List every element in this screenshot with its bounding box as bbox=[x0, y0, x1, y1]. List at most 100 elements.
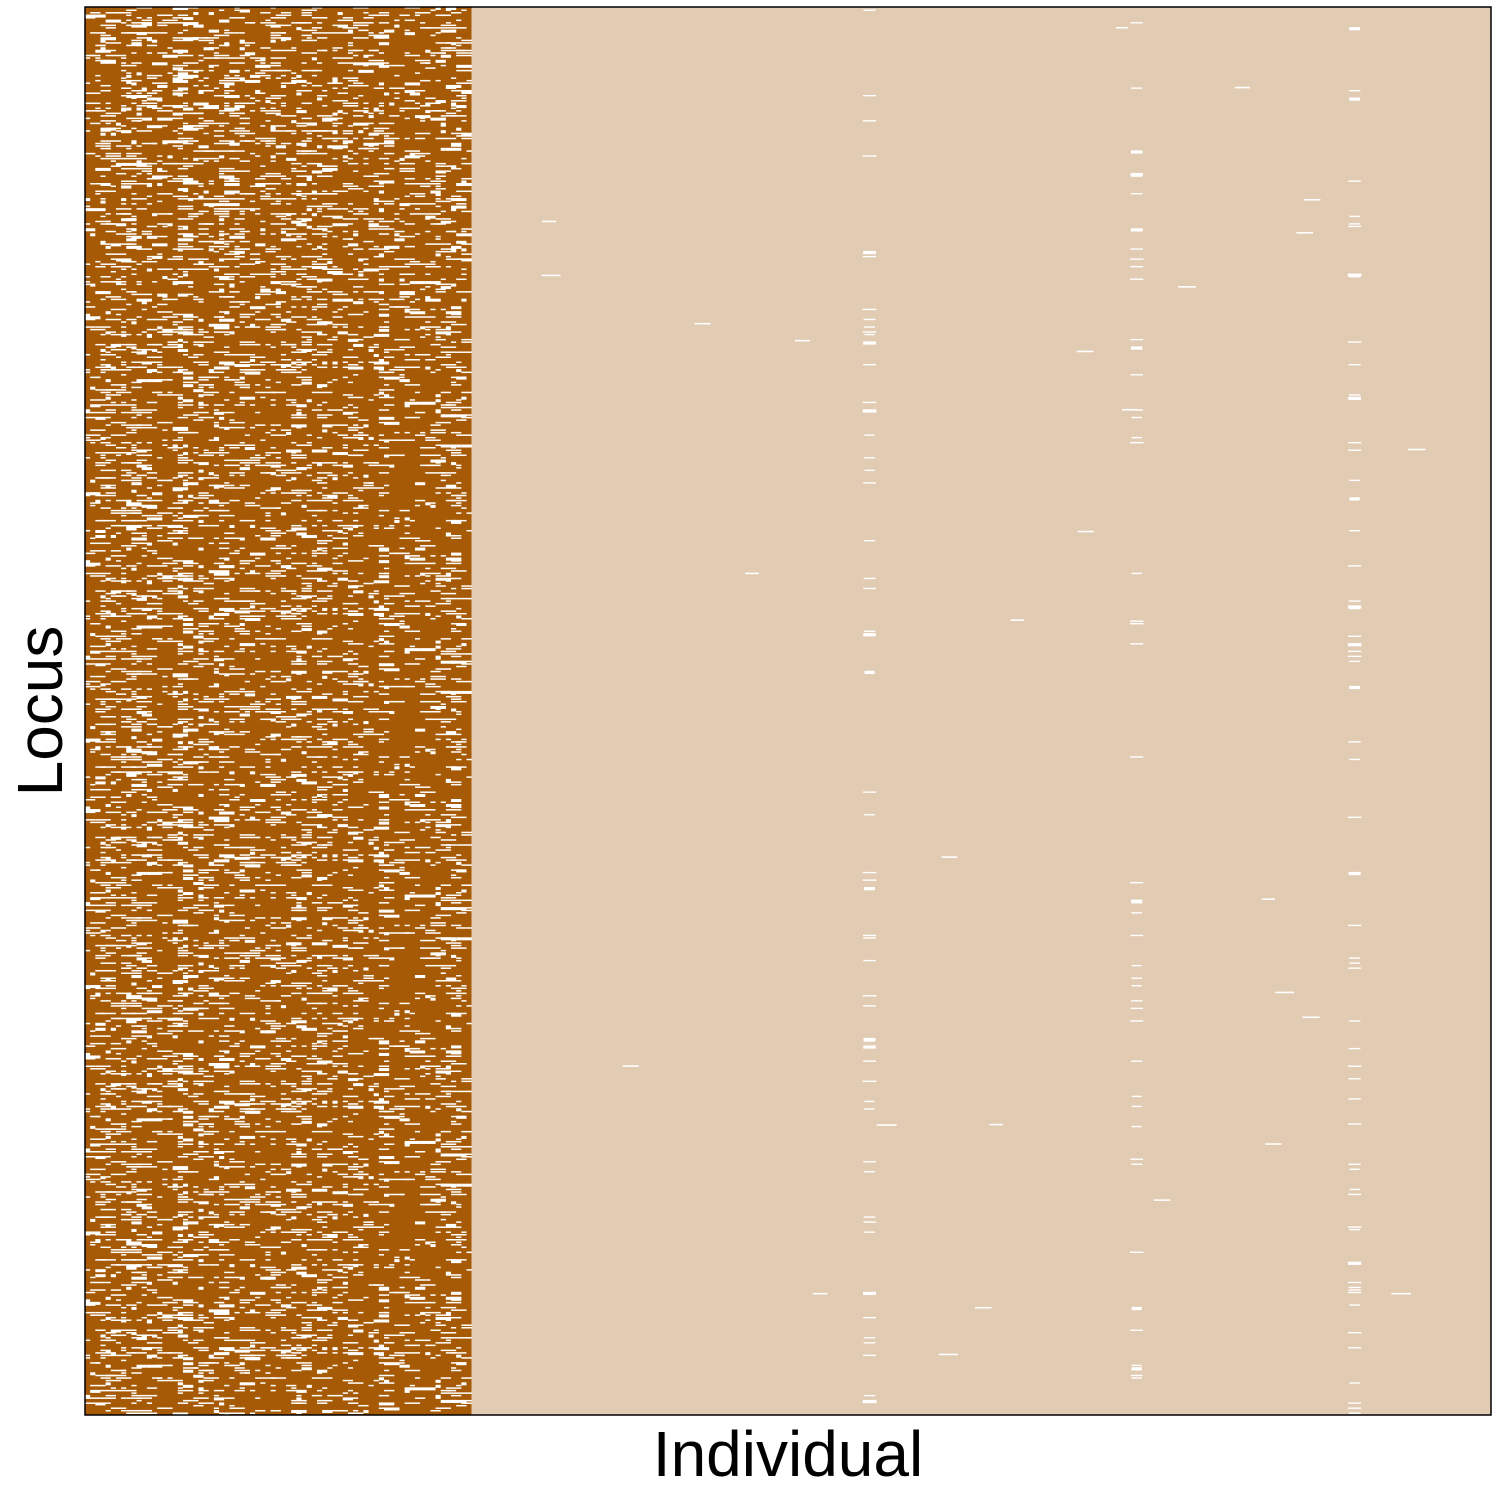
missing-cell bbox=[249, 193, 256, 195]
missing-cell bbox=[296, 361, 302, 364]
missing-cell bbox=[182, 228, 189, 230]
missing-cell bbox=[193, 84, 199, 87]
missing-cell bbox=[141, 32, 158, 34]
missing-cell bbox=[198, 492, 209, 494]
missing-cell bbox=[296, 190, 302, 193]
missing-cell bbox=[296, 595, 302, 597]
missing-cell bbox=[208, 771, 220, 773]
missing-cell bbox=[265, 145, 271, 147]
missing-cell bbox=[265, 947, 271, 949]
missing-cell bbox=[198, 386, 204, 389]
missing-cell bbox=[358, 929, 364, 933]
missing-cell bbox=[182, 122, 189, 125]
missing-cell bbox=[368, 220, 374, 223]
missing-cell bbox=[95, 635, 111, 638]
missing-cell bbox=[451, 331, 462, 333]
missing-cell bbox=[291, 698, 297, 700]
missing-cell bbox=[198, 125, 204, 127]
missing-cell bbox=[280, 37, 292, 41]
missing-cell bbox=[275, 874, 281, 876]
missing-cell bbox=[445, 484, 457, 488]
missing-cell bbox=[260, 507, 266, 509]
missing-cell bbox=[115, 806, 122, 809]
missing-cell bbox=[456, 912, 467, 914]
missing-cell bbox=[332, 497, 338, 499]
missing-cell bbox=[270, 62, 281, 64]
missing-cell bbox=[301, 195, 307, 198]
missing-cell bbox=[461, 859, 467, 861]
missing-cell bbox=[229, 977, 235, 980]
missing-cell bbox=[384, 864, 390, 866]
missing-cell bbox=[435, 343, 441, 346]
missing-cell bbox=[239, 9, 250, 13]
missing-cell bbox=[435, 773, 441, 776]
missing-cell bbox=[193, 635, 204, 639]
missing-cell bbox=[296, 841, 302, 844]
missing-cell bbox=[363, 977, 374, 980]
missing-cell bbox=[451, 431, 462, 434]
missing-cell bbox=[368, 841, 374, 845]
missing-cell bbox=[280, 861, 297, 864]
missing-cell bbox=[136, 105, 147, 107]
missing-cell bbox=[316, 540, 333, 542]
missing-cell bbox=[146, 195, 153, 198]
missing-cell bbox=[126, 721, 132, 723]
missing-cell bbox=[342, 623, 348, 625]
missing-cell bbox=[249, 371, 256, 375]
missing-cell bbox=[332, 816, 348, 819]
missing-cell bbox=[105, 565, 122, 567]
missing-cell bbox=[224, 919, 230, 923]
missing-cell bbox=[146, 527, 163, 529]
missing-cell bbox=[234, 404, 245, 406]
missing-cell bbox=[430, 504, 436, 508]
missing-cell bbox=[332, 379, 338, 381]
missing-cell bbox=[384, 597, 390, 600]
missing-cell bbox=[90, 479, 96, 483]
missing-cell bbox=[182, 376, 194, 380]
missing-cell bbox=[131, 175, 137, 177]
missing-cell bbox=[203, 263, 214, 265]
missing-cell bbox=[224, 183, 240, 187]
missing-cell bbox=[327, 474, 338, 477]
missing-cell bbox=[363, 218, 369, 220]
missing-cell bbox=[100, 700, 106, 703]
missing-cell bbox=[301, 117, 312, 120]
missing-cell bbox=[451, 165, 457, 169]
missing-cell bbox=[85, 809, 101, 813]
missing-cell bbox=[146, 980, 153, 982]
missing-cell bbox=[95, 343, 106, 346]
missing-cell bbox=[239, 934, 245, 937]
missing-cell bbox=[435, 79, 441, 82]
missing-cell bbox=[110, 914, 127, 917]
missing-cell bbox=[435, 464, 441, 467]
missing-cell bbox=[193, 361, 209, 364]
missing-cell bbox=[270, 507, 281, 509]
missing-cell bbox=[121, 962, 132, 964]
missing-cell bbox=[224, 411, 235, 414]
missing-cell bbox=[430, 343, 436, 346]
missing-cell bbox=[306, 957, 312, 959]
missing-cell bbox=[219, 175, 235, 179]
missing-cell bbox=[286, 364, 292, 366]
missing-cell bbox=[342, 462, 348, 464]
missing-cell bbox=[260, 286, 266, 288]
missing-cell bbox=[425, 243, 441, 245]
missing-cell bbox=[327, 271, 343, 275]
missing-cell bbox=[445, 809, 462, 811]
missing-cell bbox=[327, 585, 333, 587]
missing-cell bbox=[121, 54, 127, 57]
missing-cell bbox=[409, 645, 415, 648]
missing-cell bbox=[301, 336, 312, 338]
missing-cell bbox=[456, 454, 467, 457]
missing-cell bbox=[136, 532, 142, 534]
missing-cell bbox=[198, 633, 204, 635]
missing-cell bbox=[152, 552, 158, 555]
missing-cell bbox=[224, 610, 235, 612]
missing-cell bbox=[115, 122, 122, 126]
missing-cell bbox=[363, 240, 374, 243]
missing-cell bbox=[131, 399, 137, 401]
missing-cell bbox=[249, 799, 266, 803]
missing-cell bbox=[85, 949, 91, 952]
missing-cell bbox=[286, 343, 297, 346]
missing-cell bbox=[260, 165, 266, 167]
